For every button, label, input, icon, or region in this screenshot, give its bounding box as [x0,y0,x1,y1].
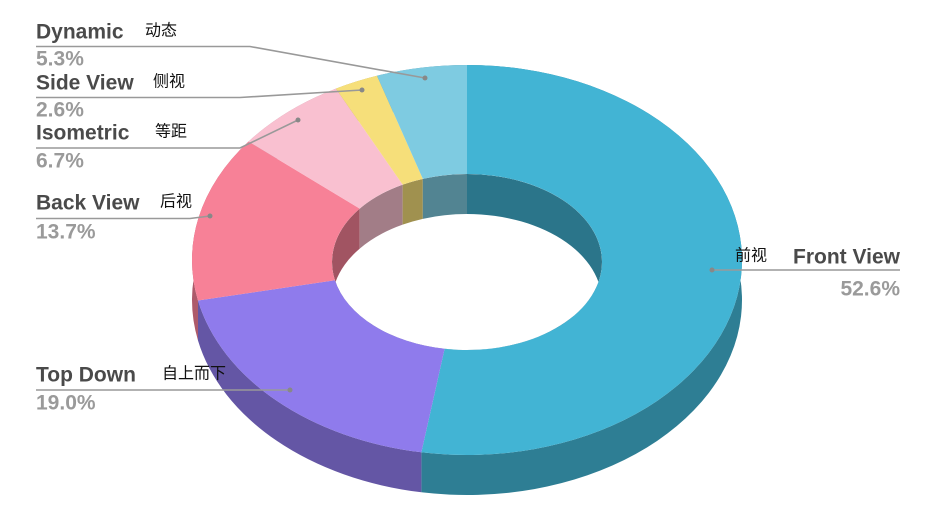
value-label: 2.6% [36,99,84,122]
leader-dot [709,267,715,273]
leader-dot [359,87,365,93]
category-label-zh: 前视 [735,246,767,265]
category-label: Top Down [36,364,136,387]
category-label-zh: 等距 [155,122,187,141]
category-label: Front View [793,246,901,269]
value-label: 5.3% [36,48,84,71]
leader-dot [287,387,293,393]
category-label-zh: 后视 [160,192,192,211]
category-label: Dynamic [36,21,124,44]
leader-line [36,89,363,99]
slice-inner [332,208,360,321]
slice-inner [402,178,423,225]
value-label: 19.0% [36,392,96,415]
category-label-zh: 侧视 [153,72,185,91]
category-label: Isometric [36,122,130,145]
slice [377,65,467,179]
leader-line [36,215,211,220]
category-label: Back View [36,192,140,215]
slice-inner [359,184,403,249]
leader-line [36,119,299,149]
value-label: 52.6% [840,278,900,301]
slice [421,65,743,455]
value-label: 6.7% [36,150,84,173]
value-label: 13.7% [36,221,96,244]
slice [335,75,423,185]
slice [197,280,445,453]
slice [192,141,360,301]
leader-dot [422,75,428,81]
slice-side [197,300,422,493]
category-label-zh: 自上而下 [162,364,226,383]
category-label-zh: 动态 [145,21,177,40]
slice-inner [422,174,467,219]
leader-dot [295,117,301,123]
category-label: Side View [36,72,134,95]
leader-line [36,45,426,79]
slice [248,88,403,209]
leader-dot [207,213,213,219]
